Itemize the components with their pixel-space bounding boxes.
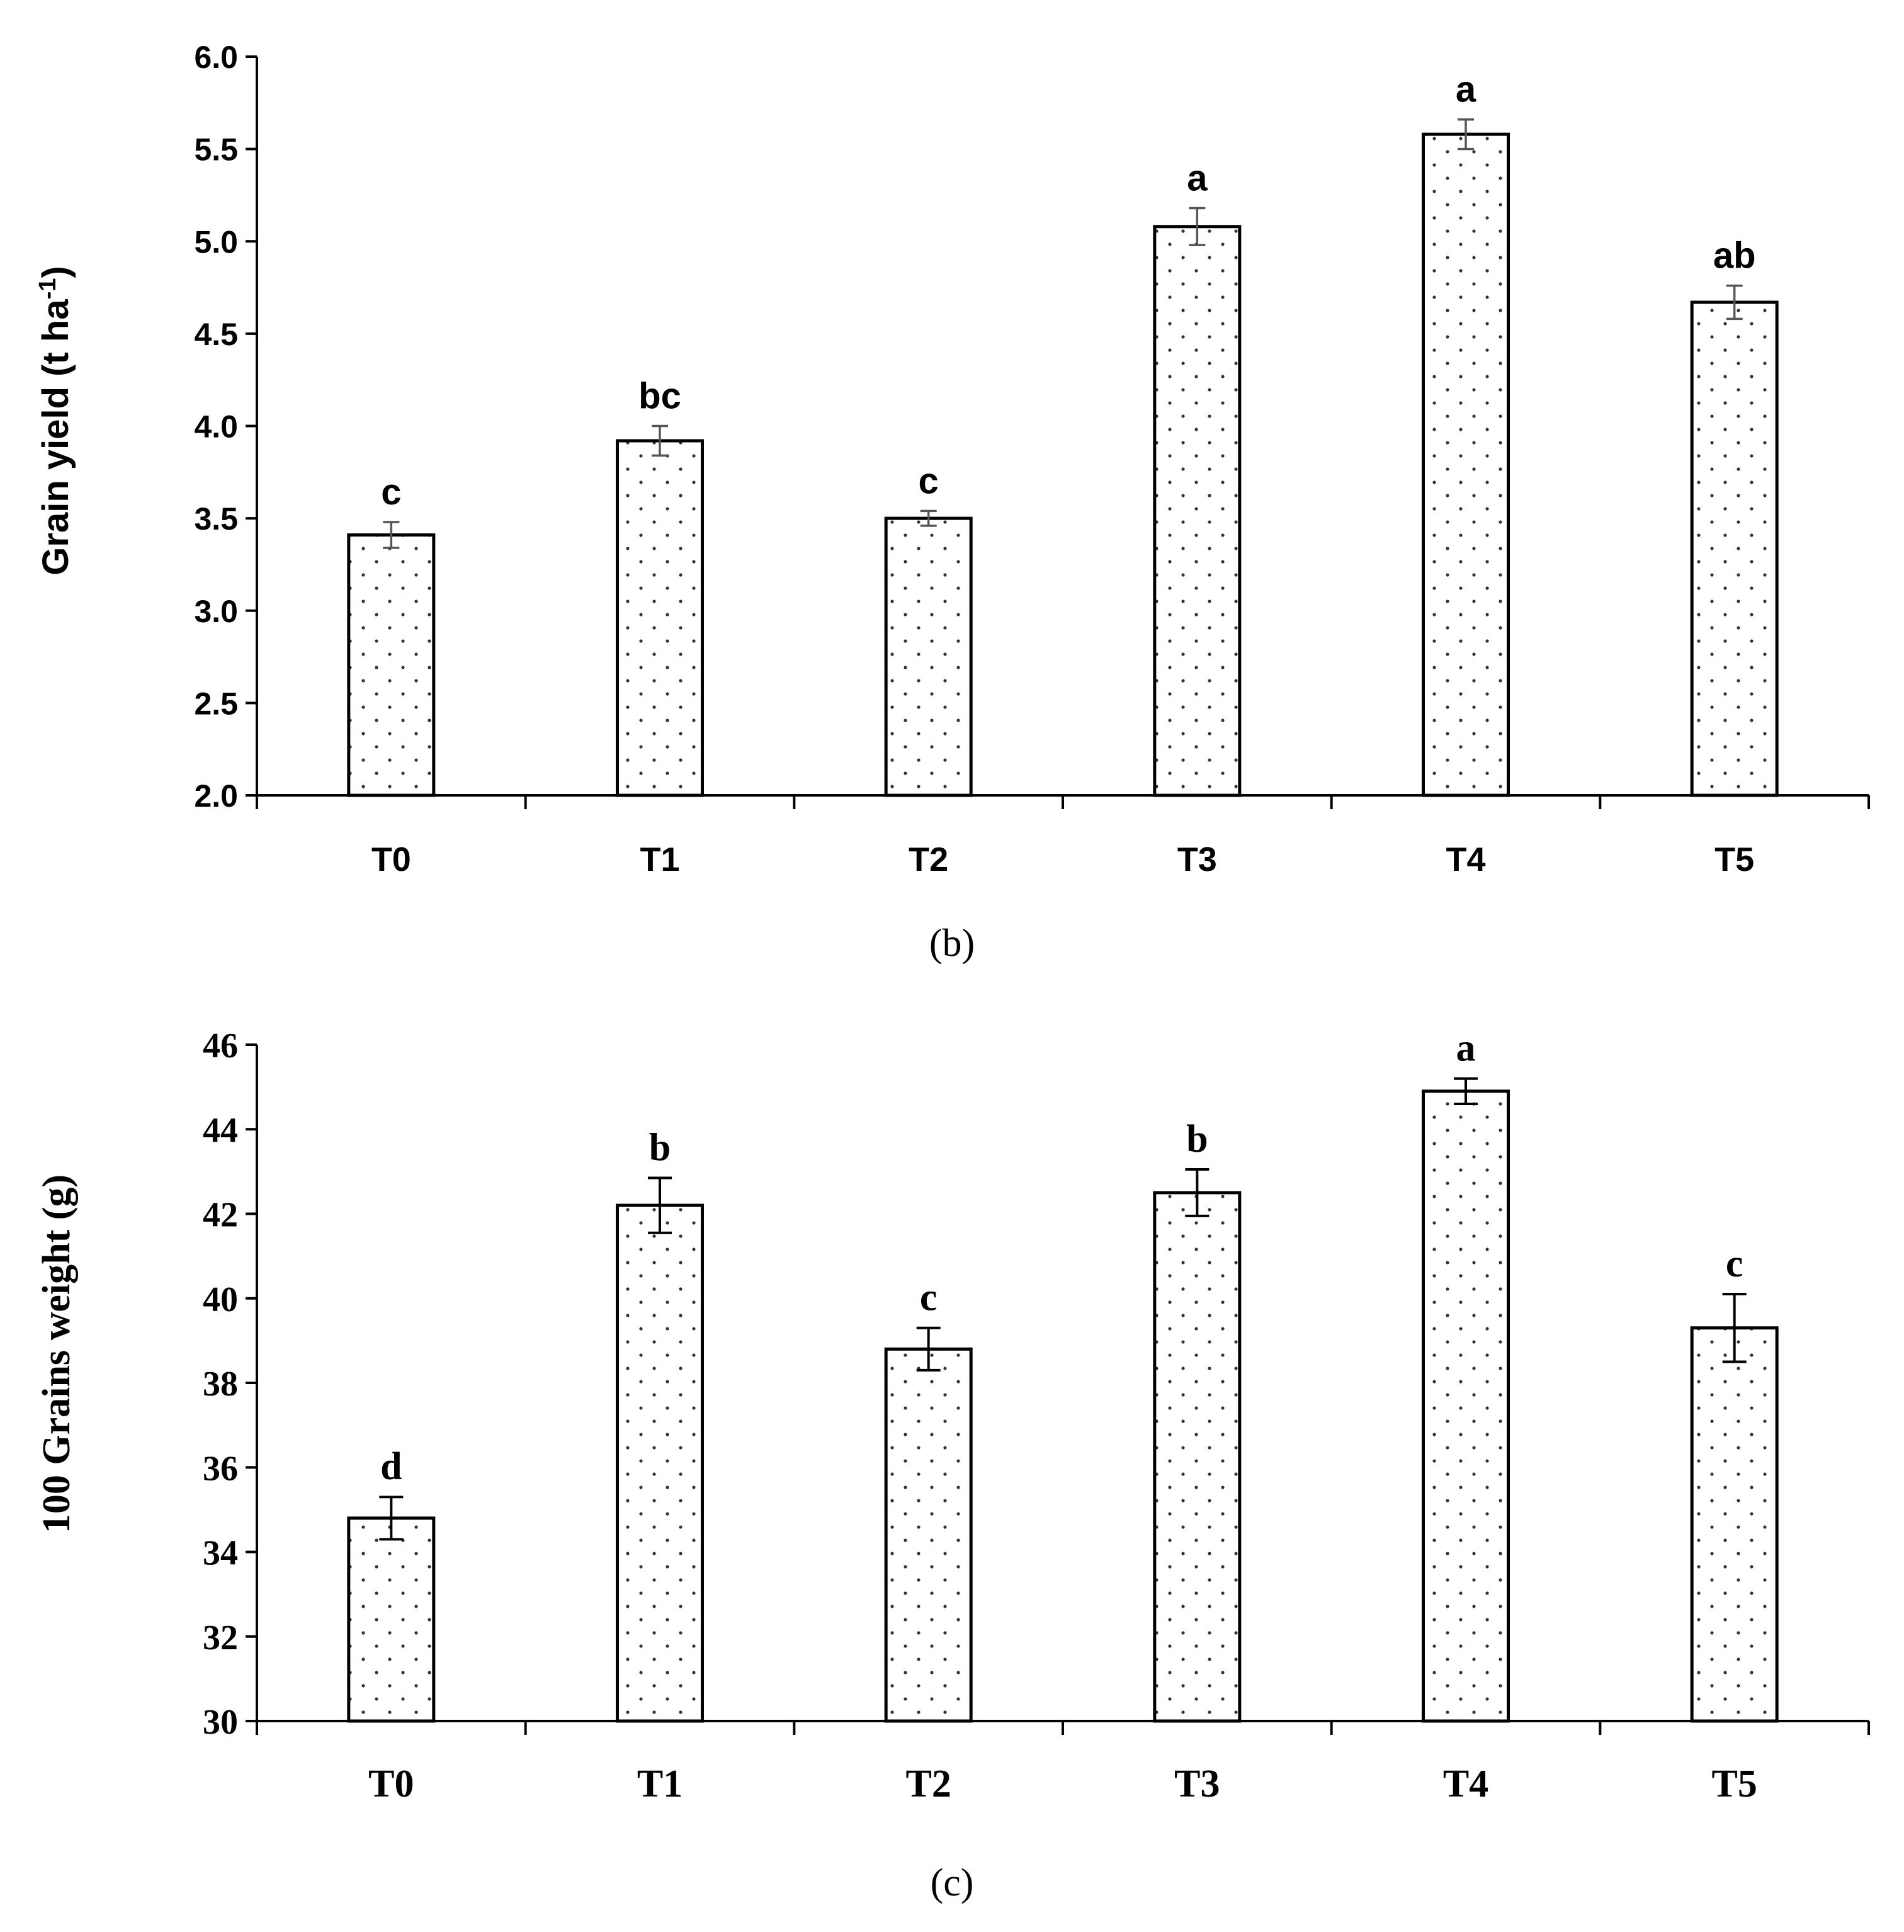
x-tick-label: T1 [640,841,679,878]
bar-t1 [616,439,704,797]
x-tick-label: T1 [637,1763,683,1805]
bar-t2 [884,1347,973,1723]
y-tick-label: 46 [203,1026,238,1065]
bar-t4 [1422,1089,1510,1723]
bar-t0 [347,1516,436,1723]
y-tick-label: 36 [203,1449,238,1488]
x-tick-label: T3 [1177,841,1217,878]
error-bar-t4 [1458,118,1474,151]
error-bar-t2 [920,509,937,527]
y-tick-label: 4.0 [194,409,238,445]
y-tick-label: 44 [203,1111,238,1150]
x-tick-label: T4 [1443,1763,1488,1805]
x-tick-label: T4 [1446,841,1485,878]
x-tick-label: T3 [1174,1763,1220,1805]
significance-letter: a [1456,1027,1476,1070]
grain-weight-chart: 100 Grains weight (g) 30 32 34 36 38 40 42 44 46… [35,1026,1870,1805]
y-tick-label: 38 [203,1365,238,1404]
significance-letter: a [1456,69,1476,110]
x-tick-label: T5 [1711,1763,1757,1805]
error-bar-t1 [648,1176,672,1234]
y-tick-label: 40 [203,1280,238,1319]
significance-letter: b [649,1126,671,1169]
bar-t4 [1422,132,1510,797]
significance-letter: c [920,1276,938,1319]
y-tick-label: 5.0 [194,224,238,259]
significance-letter: a [1187,157,1208,198]
x-tick-label: T0 [368,1763,414,1805]
y-tick-label: 3.5 [194,501,238,537]
y-tick-label: 6.0 [194,40,238,75]
error-bar-t1 [652,424,668,457]
bar-t2 [884,516,973,797]
panel-label-b: (b) [929,922,975,965]
y-tick-label: 34 [203,1534,238,1573]
bar-t0 [347,533,436,797]
error-bar-t0 [379,1496,404,1541]
significance-letter: c [1726,1242,1743,1285]
error-bar-t4 [1454,1077,1478,1105]
y-tick-label: 30 [203,1703,238,1742]
error-bar-t3 [1185,1168,1210,1217]
significance-letter: c [919,460,939,501]
error-bar-t5 [1722,1293,1747,1363]
panel-label-c: (c) [931,1861,974,1904]
y-tick-label: 4.5 [194,317,238,352]
bar-t3 [1153,225,1242,797]
x-tick-label: T0 [371,841,411,878]
error-bar-t5 [1726,284,1743,321]
significance-letter: b [1186,1118,1208,1161]
bar-t5 [1690,300,1779,797]
y-tick-label: 5.5 [194,132,238,168]
y-tick-label: 3.0 [194,594,238,629]
significance-letter: ab [1713,236,1756,276]
error-bar-t3 [1189,207,1206,246]
significance-letter: bc [638,376,681,417]
bar-t3 [1153,1191,1242,1723]
significance-letter: c [381,472,401,513]
grain-yield-chart: Grain yield (t ha-1) 2.0 2.5 3.0 3.5 4.0 4.5 5… [35,40,1870,878]
y-axis-title: 100 Grains weight (g) [35,1174,78,1533]
y-tick-label: 42 [203,1196,238,1235]
y-tick-label: 2.5 [194,686,238,721]
bar-t1 [616,1203,704,1723]
x-tick-label: T5 [1714,841,1754,878]
y-tick-label: 32 [203,1618,238,1657]
x-tick-label: T2 [909,841,948,878]
y-tick-label: 2.0 [194,778,238,814]
significance-letter: d [380,1445,402,1488]
x-tick-label: T2 [905,1763,951,1805]
y-axis-title: Grain yield (t ha-1) [35,266,76,575]
error-bar-t2 [916,1326,941,1372]
bar-t5 [1690,1326,1779,1723]
error-bar-t0 [383,521,400,549]
